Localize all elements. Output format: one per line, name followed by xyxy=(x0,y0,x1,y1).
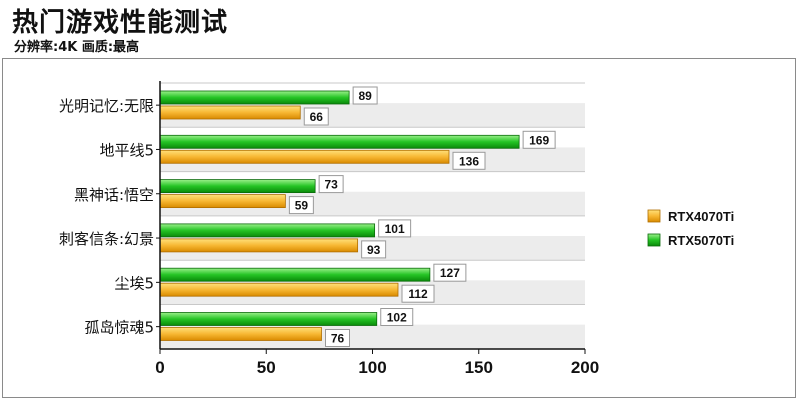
x-tick-label: 0 xyxy=(155,358,164,377)
x-tick-label: 100 xyxy=(358,358,386,377)
legend-label: RTX5070Ti xyxy=(668,233,734,248)
category-label: 孤岛惊魂5 xyxy=(84,319,154,337)
value-box xyxy=(325,329,350,347)
bar-rtx4070ti xyxy=(159,149,450,164)
value-box xyxy=(522,130,556,149)
value-label-rtx5070ti: 101 xyxy=(385,222,405,236)
category-label: 尘埃5 xyxy=(114,274,154,292)
value-label-rtx4070ti: 66 xyxy=(310,110,324,124)
bar-rtx4070ti xyxy=(159,282,399,297)
value-box xyxy=(361,240,387,259)
value-label-rtx5070ti: 169 xyxy=(529,133,549,147)
category-label: 地平线5 xyxy=(99,141,154,159)
value-box xyxy=(433,263,467,282)
bar-rtx4070ti xyxy=(159,327,322,341)
x-tick-label: 150 xyxy=(465,358,493,377)
bar-rtx5070ti xyxy=(159,267,431,282)
value-label-rtx4070ti: 76 xyxy=(331,332,345,346)
value-box xyxy=(352,86,378,105)
legend-label: RTX4070Ti xyxy=(668,209,734,224)
legend-swatch xyxy=(647,233,661,247)
value-box xyxy=(452,151,486,170)
value-label-rtx4070ti: 136 xyxy=(459,154,479,168)
bar-rtx5070ti xyxy=(159,90,350,105)
bar-rtx4070ti xyxy=(159,194,286,209)
category-label: 刺客信条:幻景 xyxy=(59,230,154,248)
value-box xyxy=(380,308,414,326)
legend-swatch xyxy=(647,209,661,223)
chart-title: 热门游戏性能测试 xyxy=(12,8,229,38)
value-label-rtx4070ti: 59 xyxy=(295,199,309,213)
value-label-rtx4070ti: 112 xyxy=(408,287,428,301)
value-box xyxy=(401,284,435,303)
value-label-rtx5070ti: 73 xyxy=(324,178,338,192)
category-label: 光明记忆:无限 xyxy=(59,97,154,115)
value-box xyxy=(288,196,314,215)
bar-rtx5070ti xyxy=(159,134,520,149)
bar-rtx4070ti xyxy=(159,105,301,120)
bar-rtx5070ti xyxy=(159,312,378,326)
value-label-rtx4070ti: 93 xyxy=(367,243,381,257)
value-box xyxy=(318,175,344,194)
x-tick-label: 50 xyxy=(257,358,276,377)
value-label-rtx5070ti: 127 xyxy=(440,266,460,280)
value-label-rtx5070ti: 89 xyxy=(358,89,372,103)
value-box xyxy=(378,219,412,238)
bar-rtx4070ti xyxy=(159,238,359,253)
bar-rtx5070ti xyxy=(159,179,316,194)
chart-subtitle: 分辨率:4K 画质:最高 xyxy=(14,40,140,55)
bar-rtx5070ti xyxy=(159,223,376,238)
value-label-rtx5070ti: 102 xyxy=(387,311,407,325)
x-tick-label: 200 xyxy=(571,358,599,377)
value-box xyxy=(303,107,329,126)
category-label: 黑神话:悟空 xyxy=(74,186,154,204)
